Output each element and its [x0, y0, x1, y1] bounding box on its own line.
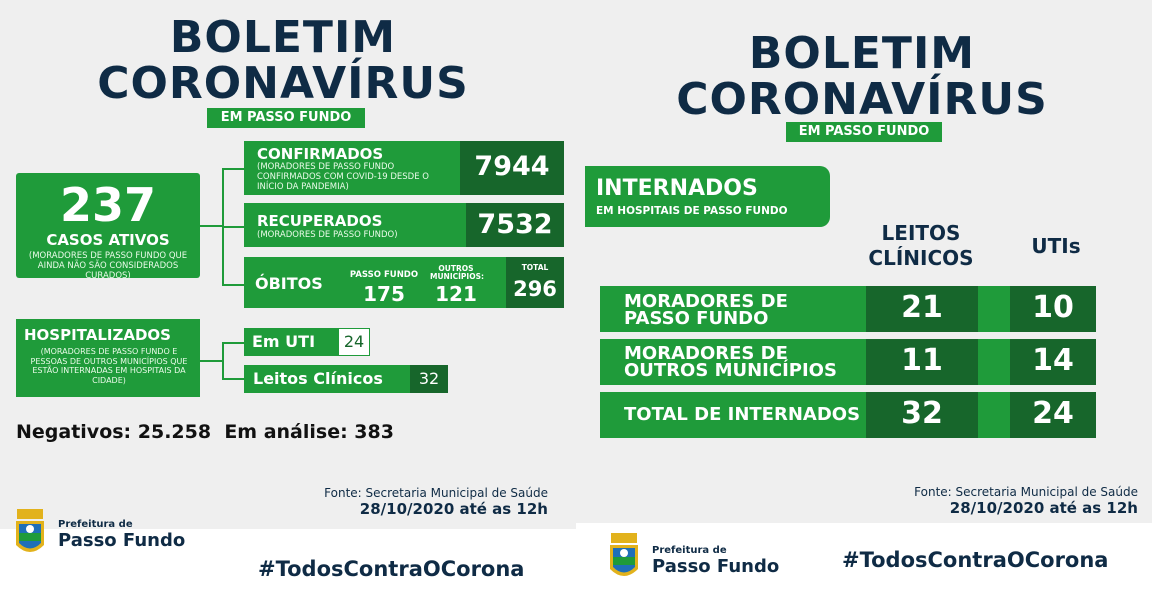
- deaths-label: ÓBITOS: [255, 274, 323, 293]
- source-text: Fonte: Secretaria Municipal de Saúde: [914, 485, 1138, 499]
- connector: [200, 225, 222, 227]
- row-label-line1: MORADORES DE: [624, 343, 788, 364]
- hospitalized-box: HOSPITALIZADOS (MORADORES DE PASSO FUNDO…: [16, 319, 200, 397]
- recovered-value: 7532: [477, 209, 553, 240]
- uti-value: 24: [343, 332, 365, 351]
- source-text: Fonte: Secretaria Municipal de Saúde: [324, 486, 548, 500]
- left-bulletin: BOLETIM CORONAVÍRUS EM PASSO FUNDO 237 C…: [0, 0, 576, 597]
- right-bulletin: BOLETIM CORONAVÍRUS EM PASSO FUNDO INTER…: [576, 0, 1152, 523]
- cell-utis: 10: [1010, 286, 1096, 332]
- deaths-total-label: TOTAL: [521, 263, 549, 272]
- logo-text-top: Prefeitura de: [58, 519, 133, 530]
- footer: Prefeitura de Passo Fundo #TodosContraOC…: [0, 509, 576, 597]
- connector: [222, 378, 244, 380]
- uti-value-box: 24: [338, 328, 370, 356]
- recovered-value-box: 7532: [466, 203, 564, 247]
- cell-utis-value: 24: [1032, 396, 1074, 431]
- location-tag: EM PASSO FUNDO: [207, 108, 365, 128]
- leitos-value-box: 32: [410, 365, 448, 393]
- hashtag: #TodosContraOCorona: [258, 557, 525, 581]
- cell-leitos: 21: [866, 286, 978, 332]
- source-block: Fonte: Secretaria Municipal de Saúde 28/…: [250, 486, 548, 518]
- confirmed-desc: (MORADORES DE PASSO FUNDO CONFIRMADOS CO…: [257, 162, 429, 192]
- source-block: Fonte: Secretaria Municipal de Saúde 28/…: [826, 485, 1138, 517]
- logo-text-bottom: Passo Fundo: [652, 556, 780, 577]
- recovered-desc: (MORADORES DE PASSO FUNDO): [257, 230, 398, 240]
- uti-label: Em UTI: [252, 332, 316, 351]
- row-label-line1: TOTAL DE INTERNADOS: [624, 404, 861, 425]
- logo-text-bottom: Passo Fundo: [58, 530, 186, 551]
- source-date: 28/10/2020 até as 12h: [359, 500, 548, 518]
- leitos-label: Leitos Clínicos: [253, 369, 383, 388]
- active-cases-value: 237: [59, 178, 157, 232]
- row-label-line1: MORADORES DE: [624, 291, 788, 312]
- source-date: 28/10/2020 até as 12h: [949, 499, 1138, 517]
- recovered-box: RECUPERADOS (MORADORES DE PASSO FUNDO): [244, 203, 468, 247]
- title-line1: BOLETIM: [748, 28, 976, 79]
- connector: [222, 342, 224, 380]
- active-cases-box: 237 CASOS ATIVOS (MORADORES DE PASSO FUN…: [16, 173, 200, 281]
- cell-leitos-value: 32: [901, 396, 943, 431]
- title-line1: BOLETIM: [169, 12, 397, 63]
- connector: [222, 168, 244, 170]
- coat-of-arms-logo: [608, 533, 640, 585]
- cell-utis: 24: [1010, 392, 1096, 438]
- location-tag: EM PASSO FUNDO: [786, 122, 942, 142]
- col-leitos-header: LEITOS CLÍNICOS: [868, 221, 974, 270]
- cell-utis-value: 14: [1032, 343, 1074, 378]
- right-footer: Prefeitura de Passo Fundo #TodosContraOC…: [576, 523, 1152, 597]
- deaths-total-value: 296: [513, 277, 557, 301]
- internados-box: INTERNADOS EM HOSPITAIS DE PASSO FUNDO: [585, 166, 830, 227]
- recovered-label: RECUPERADOS: [257, 212, 383, 230]
- cell-leitos: 11: [866, 339, 978, 385]
- cell-leitos-value: 11: [901, 343, 943, 378]
- deaths-pf-label: PASSO FUNDO: [349, 270, 419, 280]
- uti-box: Em UTI: [244, 328, 338, 356]
- deaths-box: ÓBITOS PASSO FUNDO 175 OUTROS MUNICÍPIOS…: [244, 257, 506, 308]
- confirmed-label: CONFIRMADOS: [257, 145, 384, 163]
- hospitalized-desc: (MORADORES DE PASSO FUNDO E PESSOAS DE O…: [30, 347, 188, 385]
- coat-of-arms-logo: [14, 509, 46, 561]
- deaths-pf-value: 175: [363, 282, 405, 306]
- connector: [222, 226, 244, 228]
- active-cases-desc: (MORADORES DE PASSO FUNDO QUE AINDA NÃO …: [28, 251, 188, 281]
- connector: [222, 284, 244, 286]
- confirmed-value-box: 7944: [460, 141, 564, 195]
- connector: [200, 360, 222, 362]
- title-line2: CORONAVÍRUS: [97, 58, 469, 109]
- confirmed-box: CONFIRMADOS (MORADORES DE PASSO FUNDO CO…: [244, 141, 462, 195]
- cell-utis: 14: [1010, 339, 1096, 385]
- hashtag: #TodosContraOCorona: [842, 548, 1109, 572]
- active-cases-label: CASOS ATIVOS: [46, 231, 170, 249]
- cell-leitos: 32: [866, 392, 978, 438]
- deaths-outros-value: 121: [435, 282, 477, 306]
- logo-text-top: Prefeitura de: [652, 545, 727, 556]
- internados-sub: EM HOSPITAIS DE PASSO FUNDO: [596, 205, 788, 217]
- title-line2: CORONAVÍRUS: [676, 74, 1048, 125]
- row-label-line2: OUTROS MUNICÍPIOS: [624, 360, 837, 381]
- deaths-outros-label: OUTROS MUNICÍPIOS:: [430, 264, 484, 281]
- negatives-text: Negativos: 25.258 Em análise: 383: [16, 421, 394, 443]
- leitos-box: Leitos Clínicos: [244, 365, 412, 393]
- hospitalized-label: HOSPITALIZADOS: [24, 326, 171, 344]
- cell-utis-value: 10: [1032, 290, 1074, 325]
- cell-leitos-value: 21: [901, 290, 943, 325]
- col-utis-header: UTIs: [1031, 234, 1081, 258]
- confirmed-value: 7944: [474, 151, 550, 182]
- leitos-value: 32: [418, 369, 440, 388]
- deaths-total-box: TOTAL 296: [506, 257, 564, 308]
- connector: [222, 342, 244, 344]
- row-label-line2: PASSO FUNDO: [624, 308, 769, 329]
- internados-label: INTERNADOS: [596, 176, 758, 201]
